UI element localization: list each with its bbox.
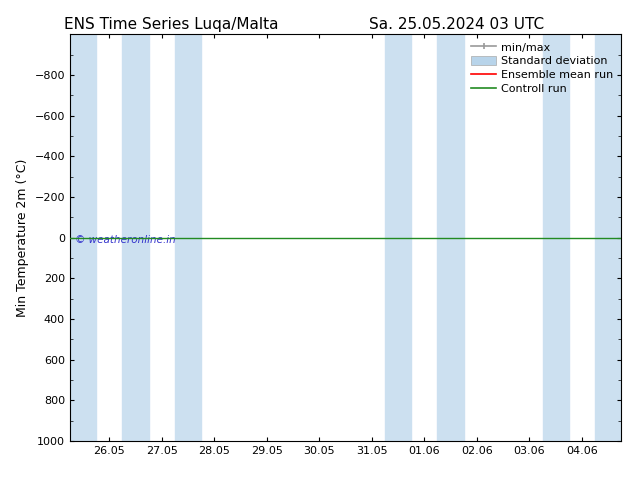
Text: © weatheronline.in: © weatheronline.in	[75, 235, 176, 245]
Bar	[437, 34, 463, 441]
Bar	[175, 34, 201, 441]
Bar	[122, 34, 148, 441]
Bar	[70, 34, 96, 441]
Y-axis label: Min Temperature 2m (°C): Min Temperature 2m (°C)	[16, 158, 29, 317]
Text: ENS Time Series Luqa/Malta: ENS Time Series Luqa/Malta	[64, 17, 278, 32]
Text: Sa. 25.05.2024 03 UTC: Sa. 25.05.2024 03 UTC	[369, 17, 544, 32]
Bar	[595, 34, 621, 441]
Bar	[385, 34, 411, 441]
Bar	[543, 34, 569, 441]
Legend: min/max, Standard deviation, Ensemble mean run, Controll run: min/max, Standard deviation, Ensemble me…	[467, 38, 618, 98]
